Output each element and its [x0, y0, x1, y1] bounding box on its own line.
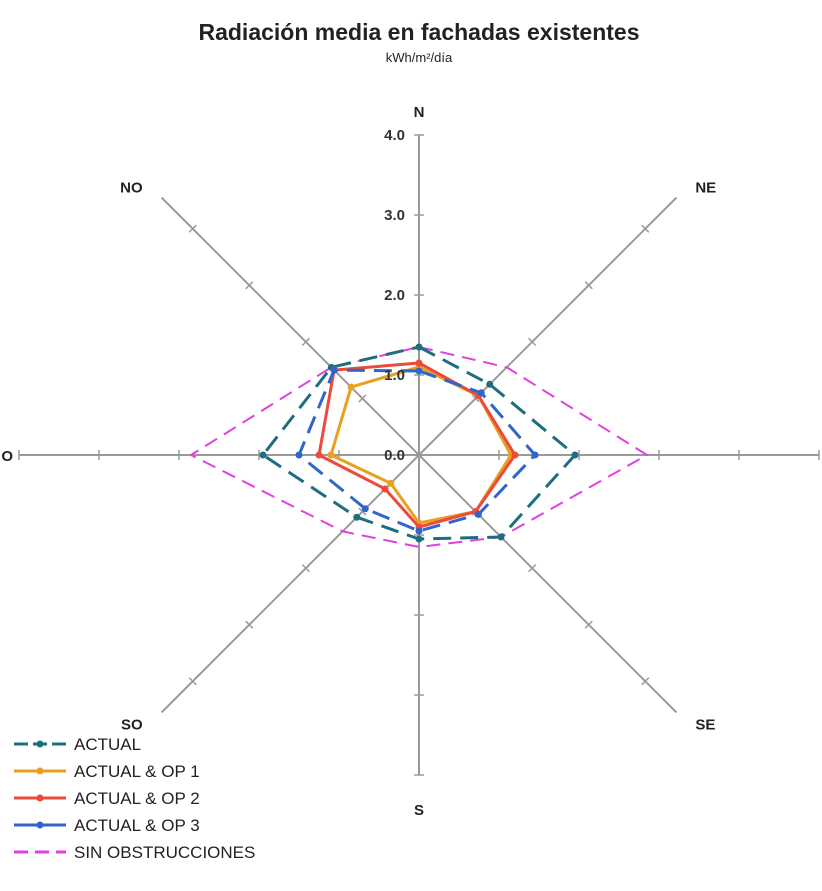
direction-label-no: NO: [120, 180, 143, 197]
axis-tick-ne: [641, 224, 650, 233]
axis-se: [418, 454, 678, 714]
axis-tick-se: [528, 564, 537, 573]
legend-item: SIN OBSTRUCCIONES: [14, 843, 255, 862]
axis-tick-ne: [584, 281, 593, 290]
axis-tick-so: [245, 620, 254, 629]
chart-subtitle: kWh/m²/día: [386, 50, 453, 65]
data-point: [387, 479, 395, 487]
axis-tick-no: [301, 337, 310, 346]
legend-label: ACTUAL & OP 1: [74, 762, 200, 781]
legend-marker: [36, 794, 44, 802]
axes-layer: [18, 134, 820, 776]
data-point: [361, 505, 369, 513]
legend-label: ACTUAL & OP 2: [74, 789, 200, 808]
series-actual: [259, 343, 579, 543]
series-actual-op-2: [315, 359, 519, 531]
axis-tick-no: [188, 224, 197, 233]
axis-tick-ne: [471, 394, 480, 403]
axis-tick-so: [188, 677, 197, 686]
data-point: [347, 383, 355, 391]
tick-label: 4.0: [384, 127, 405, 144]
axis-tick-se: [641, 677, 650, 686]
data-point: [415, 359, 423, 367]
axis-tick-se: [584, 620, 593, 629]
data-point: [315, 451, 323, 459]
axis-so: [160, 454, 420, 714]
data-point: [295, 451, 303, 459]
legend-item: ACTUAL: [14, 735, 141, 754]
series-line: [297, 368, 537, 533]
tick-label: 2.0: [384, 287, 405, 304]
tick-label: 3.0: [384, 207, 405, 224]
direction-label-so: SO: [121, 716, 143, 733]
legend-label: ACTUAL & OP 3: [74, 816, 200, 835]
series-actual-op-3: [295, 366, 539, 535]
axis-tick-no: [358, 394, 367, 403]
direction-label-se: SE: [695, 716, 715, 733]
data-point: [259, 451, 267, 459]
series-line: [190, 346, 648, 548]
axis-tick-so: [358, 507, 367, 516]
data-point: [353, 513, 361, 521]
data-point: [571, 451, 579, 459]
direction-label-ne: NE: [695, 180, 716, 197]
chart-title: Radiación media en fachadas existentes: [198, 19, 639, 45]
series-layer: [190, 343, 648, 548]
axis-ne: [418, 196, 678, 456]
labels-layer: NNEESESSOONO4.03.02.01.00.0: [1, 104, 716, 819]
data-point: [327, 451, 335, 459]
direction-label-n: N: [414, 104, 425, 121]
data-point: [415, 343, 423, 351]
data-point: [531, 451, 539, 459]
axis-tick-ne: [528, 337, 537, 346]
data-point: [474, 510, 482, 518]
legend: ACTUAL ACTUAL & OP 1 ACTUAL & OP 2 ACTUAL &…: [14, 735, 255, 862]
data-point: [415, 535, 423, 543]
axis-no: [160, 196, 420, 456]
data-point: [511, 451, 519, 459]
series-sin-obstrucciones: [190, 346, 648, 548]
data-point: [415, 527, 423, 535]
tick-label: 0.0: [384, 447, 405, 464]
tick-label: 1.0: [384, 367, 405, 384]
axis-tick-no: [245, 281, 254, 290]
legend-label: ACTUAL: [74, 735, 141, 754]
axis-tick-so: [301, 564, 310, 573]
direction-label-s: S: [414, 802, 424, 819]
data-point: [415, 367, 423, 375]
data-point: [330, 366, 338, 374]
legend-marker: [36, 767, 44, 775]
data-point: [497, 533, 505, 541]
direction-label-o: O: [1, 448, 13, 465]
legend-label: SIN OBSTRUCCIONES: [74, 843, 255, 862]
data-point: [381, 485, 389, 493]
legend-marker: [36, 740, 44, 748]
legend-item: ACTUAL & OP 3: [14, 816, 200, 835]
legend-marker: [36, 821, 44, 829]
legend-item: ACTUAL & OP 2: [14, 789, 200, 808]
legend-item: ACTUAL & OP 1: [14, 762, 200, 781]
data-point: [477, 389, 485, 397]
data-point: [486, 380, 494, 388]
